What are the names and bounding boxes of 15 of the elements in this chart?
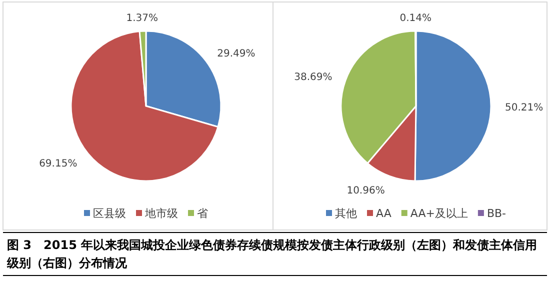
legend-label: 其他 [335,207,357,220]
data-label: 50.21% [505,102,544,114]
legend-label: 省 [197,207,208,220]
data-label: 1.37% [126,13,158,24]
data-label: 69.15% [39,158,78,170]
legend-label: AA+及以上 [410,207,468,220]
legend-label: 地市级 [144,207,178,220]
legend-label: 区县级 [93,207,126,220]
legend-label: AA [376,207,392,220]
data-label: 38.69% [294,72,332,83]
legend-label: BB- [486,207,506,220]
text: 图 3 2015 年以来我国城投企业绿色债券存续债规模按发债主体行政级别（左图）和发债主体信用级别（右图）分布情况 [3,232,547,276]
data-label: 10.96% [346,185,385,196]
data-label: 29.49% [217,48,256,60]
data-label: 0.14% [400,13,432,24]
